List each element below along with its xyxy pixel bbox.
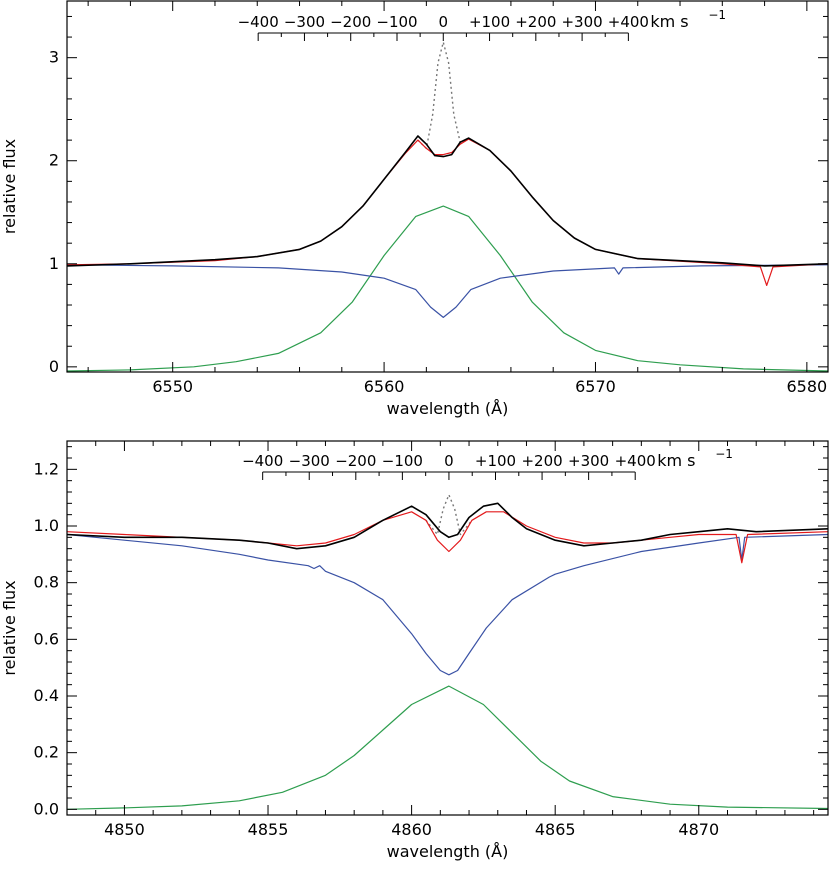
y-tick-label: 0.0 (34, 799, 59, 818)
plot-frame (66, 440, 829, 816)
velocity-tick-label: −400 (238, 13, 279, 31)
series-fit (67, 511, 828, 564)
velocity-tick-label: +300 (568, 452, 609, 470)
velocity-tick-label: −100 (382, 452, 423, 470)
velocity-tick-label: −200 (330, 13, 371, 31)
velocity-tick-label: +400 (615, 452, 656, 470)
y-axis-label: relative flux (0, 580, 19, 675)
velocity-unit: km s (650, 12, 688, 31)
x-tick-label: 6560 (364, 377, 405, 396)
x-tick-label: 4855 (248, 820, 289, 839)
series-group (67, 494, 828, 810)
velocity-unit: km s (657, 451, 695, 470)
velocity-tick-label: +400 (608, 13, 649, 31)
velocity-unit-exponent: −1 (715, 447, 733, 461)
y-tick-label: 0.2 (34, 743, 59, 762)
y-tick-label: 3 (49, 48, 59, 67)
velocity-tick-label: +100 (469, 13, 510, 31)
plot-frame (66, 0, 829, 373)
x-tick-label: 6550 (152, 377, 193, 396)
velocity-tick-label: +200 (521, 452, 562, 470)
y-tick-label: 0.8 (34, 573, 59, 592)
x-axis-label: wavelength (Å) (387, 842, 509, 861)
y-tick-label: 0.4 (34, 686, 59, 705)
velocity-tick-label: 0 (444, 452, 454, 470)
velocity-tick-label: −100 (376, 13, 417, 31)
x-tick-label: 4870 (678, 820, 719, 839)
y-tick-label: 0 (49, 357, 59, 376)
series-photospheric-absorption (67, 264, 828, 318)
velocity-tick-label: 0 (438, 13, 448, 31)
y-tick-label: 0.6 (34, 629, 59, 648)
series-emission-component (67, 205, 828, 372)
velocity-tick-label: +300 (561, 13, 602, 31)
x-tick-label: 4865 (535, 820, 576, 839)
series-group (67, 41, 828, 372)
velocity-tick-label: −300 (284, 13, 325, 31)
x-tick-label: 6570 (575, 377, 616, 396)
y-tick-label: 2 (49, 151, 59, 170)
y-axis-label: relative flux (0, 139, 19, 234)
x-tick-label: 4850 (104, 820, 145, 839)
velocity-unit-exponent: −1 (708, 8, 726, 22)
y-tick-label: 1.2 (34, 459, 59, 478)
x-tick-label: 6580 (787, 377, 828, 396)
y-tick-label: 1.0 (34, 516, 59, 535)
series-observed (67, 135, 828, 267)
velocity-tick-label: +100 (475, 452, 516, 470)
series-photospheric-absorption (67, 533, 828, 676)
velocity-tick-label: −300 (289, 452, 330, 470)
velocity-tick-label: +200 (515, 13, 556, 31)
hbeta-panel: 4850 4855 4860 4865 4870 0.0 0.2 0.4 0.6 0.8 1.0 1.… (0, 440, 829, 861)
series-observed (67, 502, 828, 550)
series-emission-component (67, 685, 828, 810)
x-axis-label: wavelength (Å) (387, 399, 509, 418)
velocity-tick-label: −400 (242, 452, 283, 470)
x-tick-label: 4860 (391, 820, 432, 839)
velocity-tick-label: −200 (335, 452, 376, 470)
series-emission-peak (417, 41, 469, 150)
y-tick-label: 1 (49, 254, 59, 273)
halpha-panel: 6550 6560 6570 6580 0 1 2 3 wavelength (Å) relati… (0, 0, 829, 418)
series-emission-peak (425, 494, 473, 536)
series-fit (67, 138, 828, 286)
